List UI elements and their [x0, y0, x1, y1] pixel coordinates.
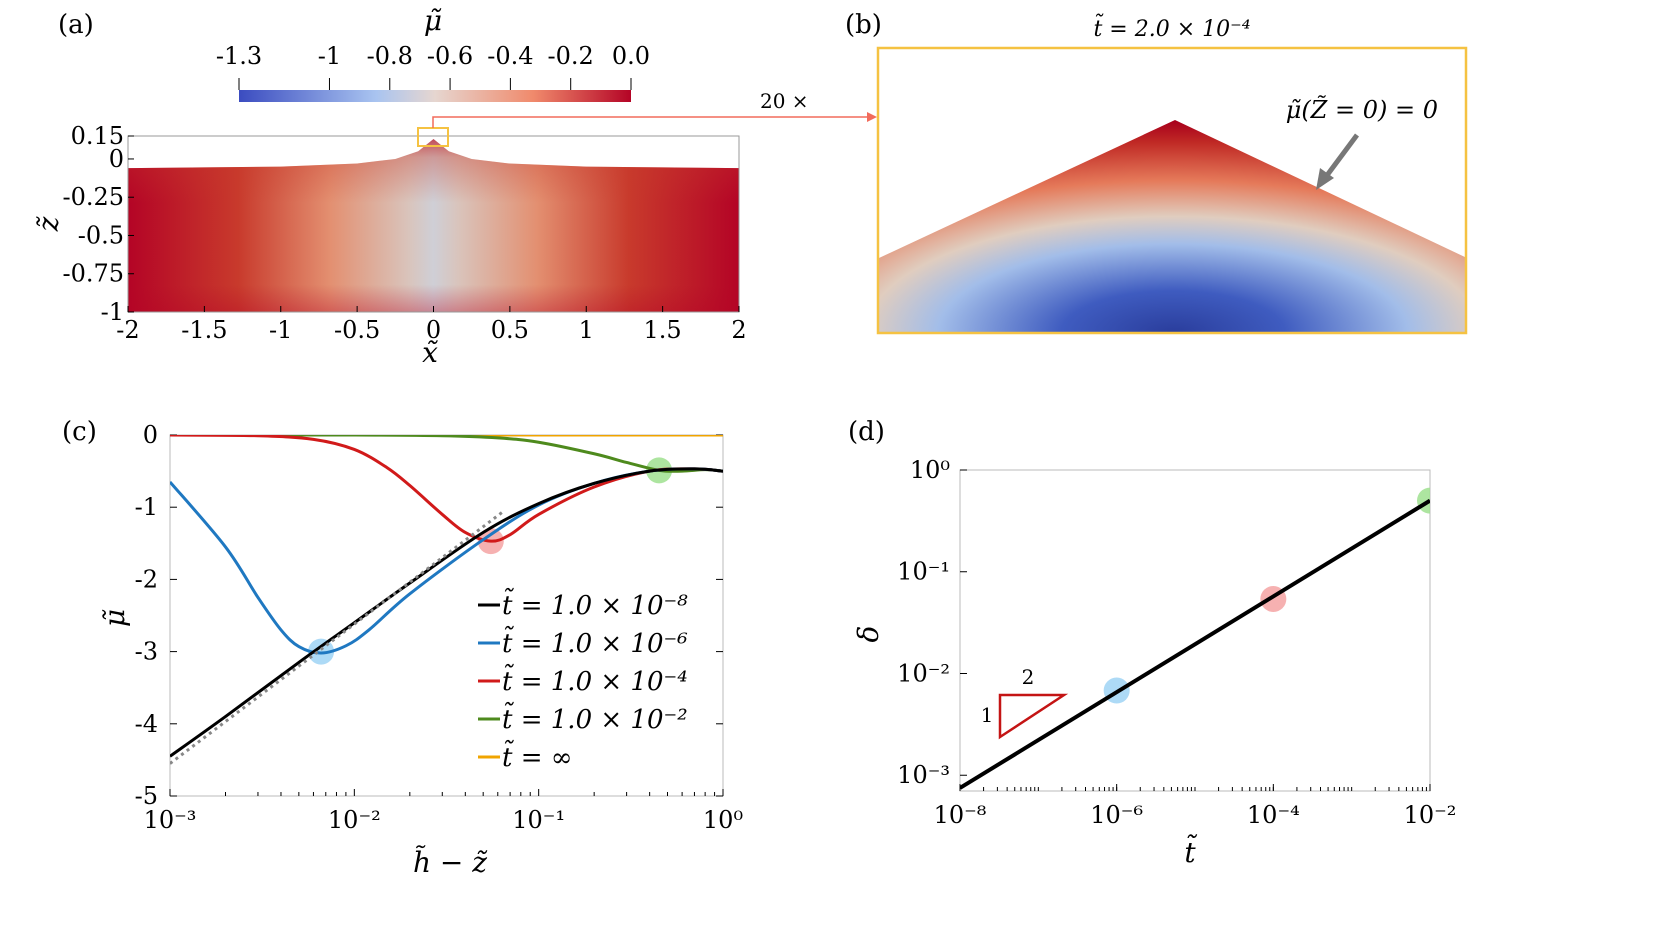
colorbar-tick-label: -1 — [318, 42, 341, 70]
panel-d-xtick-label: 10⁻⁶ — [1090, 801, 1143, 829]
slope-rise-label: 1 — [981, 703, 994, 727]
panel-a-ticks: -2 -1.5 -1 -0.5 0 0.5 1 1.5 20.150-0.25-0.5-0.75… — [62, 122, 746, 344]
panel-label-c: (c) — [62, 417, 97, 447]
slope-run-label: 2 — [1022, 665, 1035, 689]
colorbar-tick-label: -0.4 — [487, 42, 533, 70]
panel-c-chart: 10⁻³ 10⁻² 10⁻¹ 10⁰ 0 -1 -2 -3 -4 -5 h̃ − z̃ μ̃ t̃… — [98, 421, 743, 879]
boundary-arrow — [1316, 133, 1360, 190]
panel-c-ytick-label: -2 — [135, 565, 158, 593]
panel-d-xlabel: t̃ — [1184, 834, 1198, 869]
panel-a-ytick-label: -0.5 — [78, 221, 124, 249]
panel-d-series-line — [960, 498, 1430, 790]
panel-d-ytick-label: 10⁻¹ — [897, 558, 950, 586]
panel-c-ylabel: μ̃ — [98, 609, 131, 627]
panel-d-ytick-label: 10⁻² — [897, 659, 950, 687]
panel-c-legend: t̃ = 1.0 × 10⁻⁸ t̃ = 1.0 × 10⁻⁶ t̃ = 1.0 ×… — [478, 587, 688, 773]
panel-a-ytick-label: -0.25 — [62, 183, 124, 211]
panel-c-ytick-label: 0 — [143, 421, 158, 449]
colorbar: μ̃ -1.3 -1 -0.8 -0.6 -0.4 -0.2 0.0 — [216, 4, 650, 102]
panel-c-ytick-label: -5 — [135, 782, 158, 810]
colorbar-tick-label: -0.2 — [548, 42, 594, 70]
panel-c-plot — [170, 435, 723, 765]
panel-a-ytick-label: 0.15 — [71, 122, 124, 150]
panel-d-xtick-label: 10⁻⁴ — [1247, 801, 1300, 829]
panel-a-xlabel: x̃ — [422, 336, 438, 369]
panel-c-series-line — [170, 435, 723, 473]
slope-triangle: 2 1 — [981, 665, 1069, 740]
zoom-label: 20 × — [760, 89, 809, 113]
panel-b-frame — [876, 46, 1468, 335]
panel-a-xtick-label: 2 — [731, 316, 746, 344]
panel-label-a: (a) — [58, 10, 94, 40]
colorbar-tick-label: -0.6 — [427, 42, 473, 70]
panel-c-ticks: 10⁻³ 10⁻² 10⁻¹ 10⁰ 0 -1 -2 -3 -4 -5 — [135, 421, 743, 834]
panel-d-ticks: 10⁻⁸ 10⁻⁶ 10⁻⁴ 10⁻² 10⁰ 10⁻¹ 10⁻² 10⁻³ — [897, 456, 1456, 829]
panel-a-ylabel: z̃ — [32, 216, 65, 233]
panel-c-ytick-label: -1 — [135, 493, 158, 521]
panel-d-ytick-label: 10⁻³ — [897, 761, 950, 789]
panel-b-heatmap: t̃ = 2.0 × 10⁻⁴ μ̃(Z̃ = 0) = 0 — [876, 12, 1468, 335]
legend-label: t̃ = 1.0 × 10⁻⁸ — [502, 587, 688, 621]
legend-label: t̃ = 1.0 × 10⁻⁴ — [502, 663, 688, 697]
panel-label-b: (b) — [845, 10, 882, 40]
panel-a-xtick-label: 0.5 — [491, 316, 529, 344]
panel-a-ytick-label: -1 — [101, 298, 124, 326]
panel-c-ytick-label: -4 — [135, 710, 158, 738]
panel-c-xtick-label: 10⁻³ — [144, 806, 197, 834]
panel-a-xtick-label: -2 — [116, 316, 139, 344]
colorbar-tick-label: -0.8 — [367, 42, 413, 70]
panel-a-xtick-label: 0 — [426, 316, 441, 344]
legend-label: t̃ = 1.0 × 10⁻² — [502, 701, 688, 735]
colorbar-title: μ̃ — [424, 4, 442, 37]
panel-c-xtick-label: 10⁻¹ — [512, 806, 565, 834]
zoom-arrow: 20 × — [432, 89, 877, 128]
panel-b-title: t̃ = 2.0 × 10⁻⁴ — [1093, 12, 1250, 42]
panel-a-xtick-label: -1 — [269, 316, 292, 344]
panel-d-xtick-label: 10⁻² — [1404, 801, 1457, 829]
panel-label-d: (d) — [848, 417, 885, 447]
panel-c-xtick-label: 10⁻² — [328, 806, 381, 834]
panel-a-xtick-label: -1.5 — [181, 316, 227, 344]
panel-a-ytick-label: 0 — [109, 145, 124, 173]
colorbar-ticks: -1.3 -1 -0.8 -0.6 -0.4 -0.2 0.0 — [216, 42, 650, 90]
colorbar-tick-label: 0.0 — [612, 42, 650, 70]
colorbar-tick-label: -1.3 — [216, 42, 262, 70]
panel-d-xtick-label: 10⁻⁸ — [934, 801, 987, 829]
panel-c-xlabel: h̃ − z̃ — [413, 845, 488, 879]
panel-c-xtick-label: 10⁰ — [703, 806, 743, 834]
panel-d-chart: 10⁻⁸ 10⁻⁶ 10⁻⁴ 10⁻² 10⁰ 10⁻¹ 10⁻² 10⁻³ t̃ δ 2 1 — [852, 456, 1456, 869]
panel-a-ytick-label: -0.75 — [62, 260, 124, 288]
panel-c-guide-line — [170, 509, 506, 765]
boundary-condition-label: μ̃(Z̃ = 0) = 0 — [1286, 96, 1438, 124]
panel-c-series-line — [170, 435, 723, 543]
panel-c-series-line — [170, 467, 723, 758]
panel-d-plot — [960, 487, 1430, 790]
panel-a-heatmap: -2 -1.5 -1 -0.5 0 0.5 1 1.5 20.150-0.25-0.5-0.75… — [32, 122, 747, 369]
legend-label: t̃ = 1.0 × 10⁻⁶ — [502, 625, 688, 659]
legend-label: t̃ = ∞ — [502, 739, 572, 773]
panel-c-series-line — [170, 467, 723, 655]
panel-a-xtick-label: 1.5 — [644, 316, 682, 344]
panel-a-xtick-label: -0.5 — [334, 316, 380, 344]
colorbar-gradient — [239, 90, 631, 102]
panel-a-xtick-label: 1 — [579, 316, 594, 344]
panel-c-ytick-label: -3 — [135, 638, 158, 666]
panel-d-ylabel: δ — [852, 626, 885, 643]
panel-d-ytick-label: 10⁰ — [910, 456, 950, 484]
